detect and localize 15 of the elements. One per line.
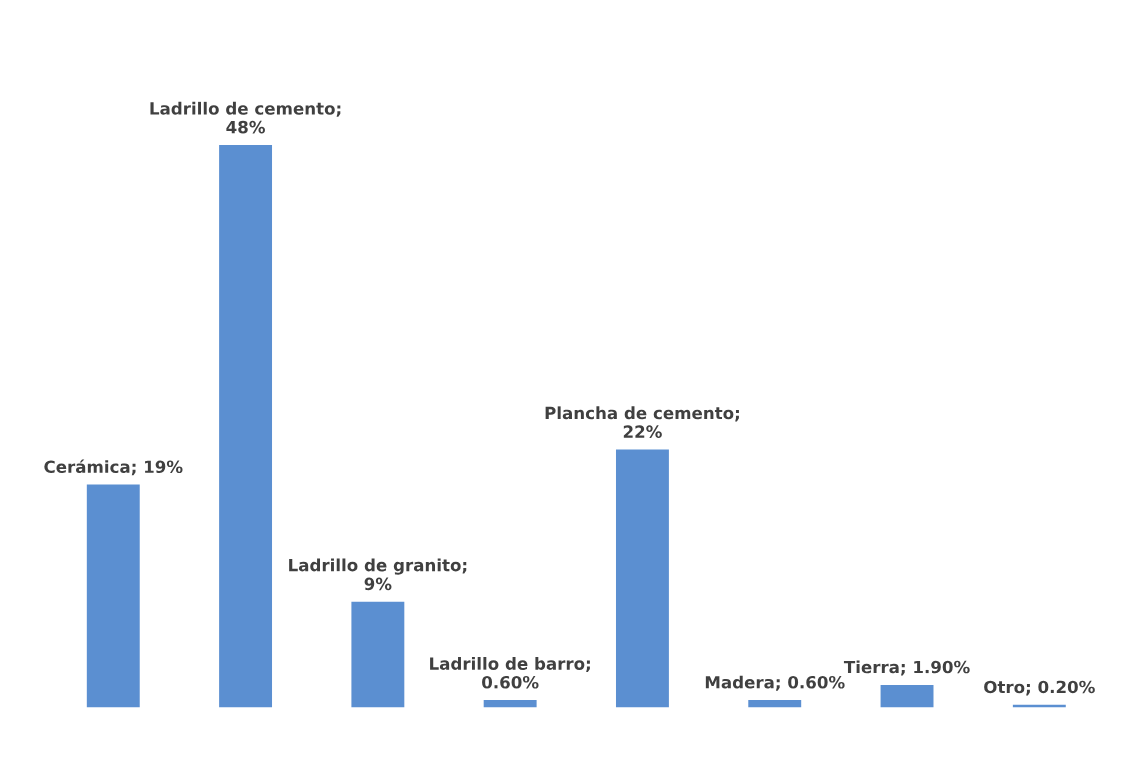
bar xyxy=(351,601,405,708)
bar xyxy=(86,484,140,708)
data-label: Ladrillo de barro; 0.60% xyxy=(430,657,590,689)
data-label: Tierra; 1.90% xyxy=(843,660,970,676)
data-label: Otro; 0.20% xyxy=(984,680,1095,696)
data-label: Ladrillo de granito; 9% xyxy=(289,558,467,591)
data-label: Ladrillo de cemento; 48% xyxy=(150,101,341,134)
data-label: Cerámica; 19% xyxy=(44,459,183,476)
bar xyxy=(219,144,273,708)
data-label: Madera; 0.60% xyxy=(705,675,845,691)
bar xyxy=(483,700,537,708)
bar xyxy=(615,449,669,708)
bar xyxy=(748,700,802,708)
bar xyxy=(880,684,934,708)
data-label: Plancha de cemento; 22% xyxy=(545,406,739,438)
